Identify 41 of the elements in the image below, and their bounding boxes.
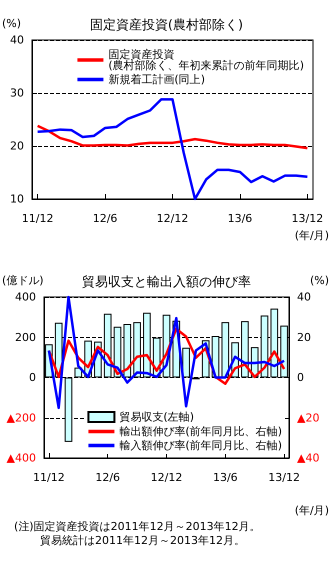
- y-tick-label: ▲200: [6, 411, 36, 424]
- y-tick-label: 10: [10, 192, 24, 206]
- y-tick-label: 40: [10, 34, 24, 46]
- x-tick-label: 13/12: [268, 471, 300, 484]
- y-tick-label: 30: [10, 86, 24, 100]
- text: (注)固定資産投資は2011年12月～2013年12月。: [13, 520, 262, 534]
- chart-title: 固定資産投資(農村部除く): [90, 17, 244, 33]
- y2-tick-label: ▲20: [297, 411, 320, 424]
- legend-label: 輸入額伸び率(前年同月比、右軸): [119, 439, 282, 452]
- x-tick-label: 13/6: [212, 471, 238, 484]
- y-tick-label: 0: [29, 371, 36, 384]
- text: 貿易統計は2011年12月～2013年12月。: [39, 534, 246, 548]
- y-axis-title: (%): [2, 17, 22, 30]
- y2-tick-label: ▲40: [297, 452, 320, 464]
- x-tick-label: 13/6: [228, 212, 252, 225]
- y-tick-label: 20: [10, 140, 24, 152]
- line-series: [48, 296, 286, 410]
- x-tick-label: 13/12: [292, 212, 324, 225]
- chart-title: 貿易収支と輸出入額の伸び率: [82, 274, 251, 290]
- x-axis-title: (年/月): [294, 229, 330, 242]
- y2-tick-label: 40: [297, 290, 311, 304]
- legend-label: 固定資産投資 (農村部除く、年初来累計の前年同期比): [108, 48, 304, 72]
- line-series: [36, 98, 309, 200]
- y2-tick-label: 20: [297, 330, 311, 344]
- x-tick-label: 11/12: [22, 212, 54, 225]
- y2-tick-label: 0: [297, 371, 304, 384]
- y-tick-label: ▲400: [6, 452, 36, 464]
- x-tick-label: 12/6: [92, 212, 118, 225]
- x-tick-label: 12/12: [156, 212, 188, 225]
- x-tick-label: 11/12: [33, 471, 65, 484]
- legend-label: 輸出額伸び率(前年同月比、右軸): [119, 425, 282, 438]
- x-tick-label: 12/12: [150, 471, 182, 484]
- legend-label: 貿易収支(左軸): [119, 410, 194, 424]
- y-axis-title: (億ドル): [2, 274, 44, 287]
- x-tick-label: 12/6: [95, 471, 120, 484]
- y-tick-label: 400: [15, 290, 36, 304]
- x-axis-title: (年/月): [294, 504, 330, 517]
- y2-axis-title: (%): [310, 274, 330, 287]
- legend-label: 新規着工計画(同上): [108, 73, 206, 86]
- line-series: [36, 124, 309, 150]
- y-tick-label: 200: [15, 330, 36, 344]
